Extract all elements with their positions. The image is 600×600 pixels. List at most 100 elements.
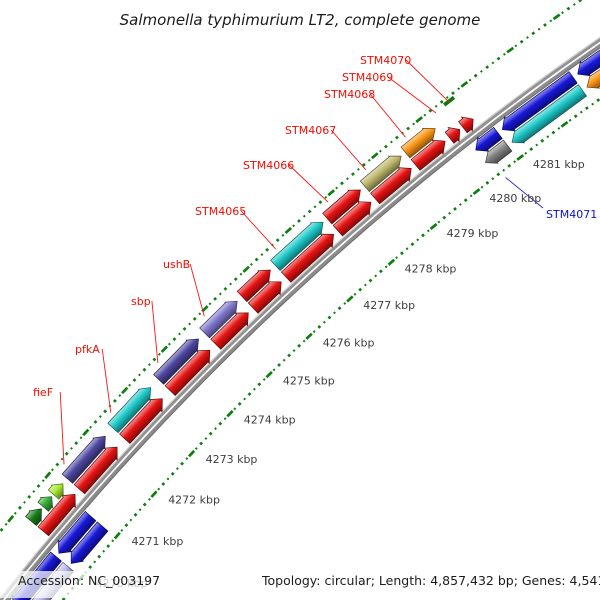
gene-label-STM4071[interactable]: STM4071 xyxy=(546,208,597,221)
gene-label-fieF[interactable]: fieF xyxy=(33,386,53,399)
status-accession: Accession: NC_003197 xyxy=(18,573,160,588)
ruler-minor-tick xyxy=(313,205,317,209)
gene-arrow-forward[interactable] xyxy=(458,116,474,134)
gene-label-STM4070[interactable]: STM4070 xyxy=(360,54,411,67)
gene-feature-STM4066[interactable] xyxy=(322,189,361,225)
ruler-minor-tick xyxy=(79,436,83,440)
ruler-minor-tick xyxy=(194,447,198,451)
ruler-minor-tick xyxy=(74,441,79,446)
ruler-minor-tick xyxy=(166,477,170,481)
gene-arrow-forward[interactable] xyxy=(444,126,461,144)
ruler-minor-tick xyxy=(479,69,483,73)
ruler-minor-tick xyxy=(463,198,468,203)
gene-arrow-forward[interactable] xyxy=(370,167,412,205)
gene-label-STM4067[interactable]: STM4067 xyxy=(285,124,336,137)
ruler-minor-tick xyxy=(4,522,8,526)
gene-feature[interactable] xyxy=(586,42,600,89)
gene-arrow-forward[interactable] xyxy=(280,233,334,283)
ruler-minor-tick xyxy=(318,200,323,205)
ruler-major-tick xyxy=(472,188,481,195)
ruler-minor-tick xyxy=(178,332,181,336)
ruler-minor-tick xyxy=(353,292,357,296)
gene-feature-STM4067[interactable] xyxy=(359,155,402,193)
ruler-minor-tick xyxy=(172,337,177,342)
gene-label-STM4068[interactable]: STM4068 xyxy=(324,88,375,101)
gene-feature-sbp[interactable] xyxy=(153,338,199,385)
ruler-minor-tick xyxy=(60,457,64,461)
ruler-major-tick xyxy=(7,515,15,523)
gene-feature[interactable] xyxy=(236,269,271,303)
ruler-minor-tick xyxy=(551,130,556,135)
gene-arrow-reverse[interactable] xyxy=(577,29,600,77)
gene-feature[interactable] xyxy=(37,496,54,512)
ruler-minor-tick xyxy=(281,233,285,237)
ruler-minor-tick xyxy=(496,56,501,61)
ruler-minor-tick xyxy=(70,446,73,450)
gene-feature[interactable] xyxy=(47,483,64,500)
ruler-minor-tick xyxy=(275,238,280,243)
ruler-minor-tick xyxy=(112,398,117,403)
ruler-major-tick xyxy=(44,471,52,479)
ruler-minor-tick xyxy=(524,151,528,155)
ruler-minor-tick xyxy=(445,96,449,99)
ruler-minor-tick xyxy=(458,203,462,206)
ruler-minor-tick xyxy=(152,357,157,362)
ruler-minor-tick xyxy=(138,373,141,377)
ruler-minor-tick xyxy=(596,98,600,102)
gene-arrow-reverse[interactable] xyxy=(501,71,578,132)
gene-arrow-forward[interactable] xyxy=(119,398,163,444)
gene-feature[interactable] xyxy=(511,84,587,144)
ruler-major-tick xyxy=(560,120,569,128)
ruler-minor-tick xyxy=(519,39,524,44)
ruler-minor-tick xyxy=(416,238,420,242)
gene-label-sbp[interactable]: sbp xyxy=(131,295,151,308)
gene-label-STM4066[interactable]: STM4066 xyxy=(243,159,294,172)
leader-line-STM4067 xyxy=(330,129,367,171)
ruler-minor-tick xyxy=(410,242,415,247)
ruler-minor-tick xyxy=(389,140,393,144)
gene-label-ushB[interactable]: ushB xyxy=(163,258,190,271)
ruler-minor-tick xyxy=(333,311,336,315)
gene-arrow-forward[interactable] xyxy=(332,201,372,237)
ruler-minor-tick xyxy=(307,209,312,214)
gene-feature-STM4071[interactable] xyxy=(485,139,513,164)
backbone-strand-line xyxy=(8,47,600,600)
gene-label-STM4069[interactable]: STM4069 xyxy=(342,71,393,84)
gene-feature-STM4068[interactable] xyxy=(400,128,436,159)
ruler-minor-tick xyxy=(229,282,233,286)
gene-arrow-forward[interactable] xyxy=(210,312,249,350)
gene-feature[interactable] xyxy=(25,508,42,526)
gene-feature-fieF[interactable] xyxy=(61,435,106,484)
backbone-strand-line xyxy=(4,43,600,600)
ruler-minor-tick xyxy=(549,19,553,23)
gene-label-STM4065[interactable]: STM4065 xyxy=(195,205,246,218)
ruler-minor-tick xyxy=(260,253,264,257)
gene-label-pfkA[interactable]: pfkA xyxy=(75,343,100,356)
gene-feature-pfkA[interactable] xyxy=(107,387,152,434)
gene-feature[interactable] xyxy=(70,521,109,564)
ruler-minor-tick xyxy=(147,363,151,367)
gene-feature-STM4065[interactable] xyxy=(270,222,324,271)
gene-arrow-reverse[interactable] xyxy=(57,511,97,554)
backbone-strand-line xyxy=(0,36,600,599)
gene-arrow-forward[interactable] xyxy=(164,349,211,396)
ruler-major-tick xyxy=(305,332,313,340)
gene-arrow-forward[interactable] xyxy=(410,139,446,171)
ruler-minor-tick xyxy=(98,415,102,419)
gene-feature-STM4070[interactable] xyxy=(443,95,456,107)
gene-arrow-forward[interactable] xyxy=(73,446,118,495)
ruler-minor-tick xyxy=(97,554,102,559)
ruler-minor-tick xyxy=(343,302,347,305)
ruler-major-tick xyxy=(415,116,424,124)
ruler-label-4273-kbp: 4273 kbp xyxy=(206,453,258,466)
ruler-minor-tick xyxy=(257,382,262,387)
ruler-minor-tick xyxy=(503,52,506,56)
gene-arrow-reverse[interactable] xyxy=(475,126,503,152)
ruler-minor-tick xyxy=(453,207,457,211)
gene-arrow-forward[interactable] xyxy=(37,493,76,537)
ruler-minor-tick xyxy=(214,427,217,431)
gene-feature-ushB[interactable] xyxy=(199,300,238,339)
gene-arrow-forward[interactable] xyxy=(247,281,282,314)
